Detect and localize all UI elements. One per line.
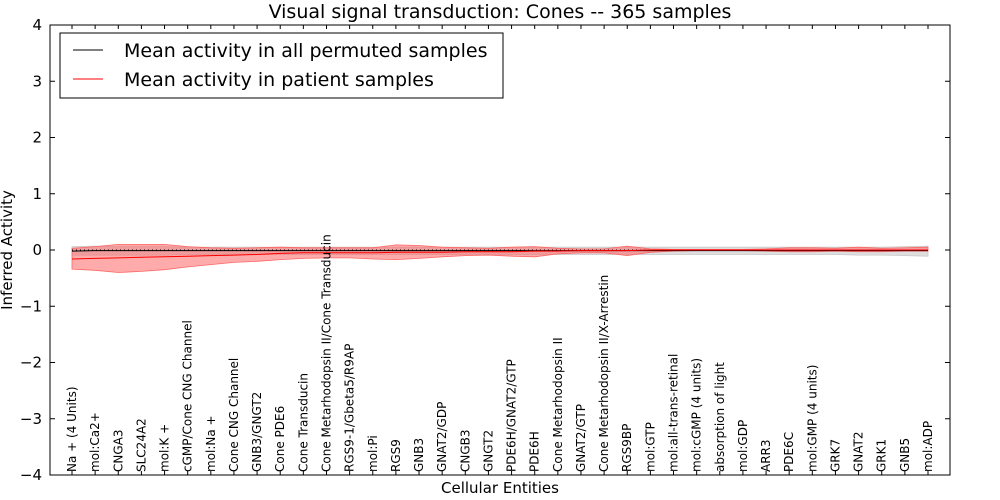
category-label: GNB3 [412, 438, 426, 472]
category-label: ARR3 [759, 439, 773, 472]
y-tick-label: −2 [20, 354, 42, 372]
legend: Mean activity in all permuted samples Me… [59, 32, 504, 99]
category-label: GNB5 [898, 438, 912, 472]
category-label: mol:GMP (4 units) [805, 365, 819, 472]
category-label: GNAT2/GTP [574, 404, 588, 472]
series-lines [71, 249, 928, 260]
y-tick-label: −1 [20, 297, 42, 315]
category-label: mol:K + [158, 424, 172, 472]
category-label: GNAT2 [852, 431, 866, 472]
category-label: CNGA3 [111, 430, 125, 473]
y-axis-label: Inferred Activity [0, 190, 16, 310]
chart-title: Visual signal transduction: Cones -- 365… [269, 1, 732, 23]
category-label: Na + (4 Units) [65, 386, 79, 472]
y-tick-label: 2 [32, 129, 42, 147]
y-tick-label: 4 [32, 16, 42, 34]
y-tick-label: 3 [32, 72, 42, 90]
category-label: Cone Metarhodopsin II/Cone Transducin [320, 234, 334, 472]
x-axis-label: Cellular Entities [441, 479, 559, 497]
category-label: GNGT2 [481, 430, 495, 472]
line-permuted-samples [71, 250, 928, 252]
category-label: mol:GTP [643, 422, 657, 472]
category-label: mol:GDP [736, 420, 750, 472]
y-tick-label: 1 [32, 185, 42, 203]
category-label: Cone PDE6 [273, 406, 287, 472]
category-label: GNB3/GNGT2 [250, 392, 264, 472]
category-label: RGS9BP [620, 424, 634, 472]
category-label: Cone Metarhodopsin II [551, 337, 565, 472]
category-label: cGMP/Cone CNG Channel [181, 320, 195, 472]
x-axis-ticks [71, 25, 929, 475]
category-label: mol:Ca2+ [88, 412, 102, 472]
category-label: RGS9 [389, 439, 403, 472]
category-label: Cone Transducin [296, 373, 310, 472]
category-label: absorption of light [713, 362, 727, 472]
category-label: PDE6C [782, 432, 796, 472]
category-label: mol:cGMP (4 units) [690, 358, 704, 472]
legend-label-patient: Mean activity in patient samples [124, 69, 434, 91]
y-tick-label: 0 [32, 241, 42, 259]
line-patient-samples [71, 249, 928, 260]
category-label: GRK1 [875, 439, 889, 472]
category-label: mol:all-trans-retinal [667, 354, 681, 472]
category-label: mol:ADP [921, 421, 935, 472]
category-label: RGS9-1/Gbeta5/R9AP [343, 344, 357, 472]
category-label: mol:Pi [366, 435, 380, 472]
category-label: Cone CNG Channel [227, 358, 241, 472]
legend-label-permuted: Mean activity in all permuted samples [124, 40, 487, 62]
legend-box [59, 32, 504, 99]
category-label: PDE6H/GNAT2/GTP [505, 359, 519, 472]
category-label: Cone Metarhodopsin II/X-Arrestin [597, 275, 611, 472]
category-label: PDE6H [528, 431, 542, 472]
category-labels: Na + (4 Units) mol:Ca2+ CNGA3 SLC24A2 mol:K … [65, 234, 935, 472]
category-label: mol:Na + [204, 415, 218, 472]
y-tick-label: −3 [20, 410, 42, 428]
y-tick-label: −4 [20, 466, 42, 484]
category-label: GRK7 [829, 439, 843, 472]
category-label: GNAT2/GDP [435, 402, 449, 472]
category-label: SLC24A2 [134, 418, 148, 472]
y-axis-ticks: −4 −3 −2 −1 0 1 2 3 4 [20, 16, 950, 484]
category-label: CNGB3 [458, 429, 472, 472]
